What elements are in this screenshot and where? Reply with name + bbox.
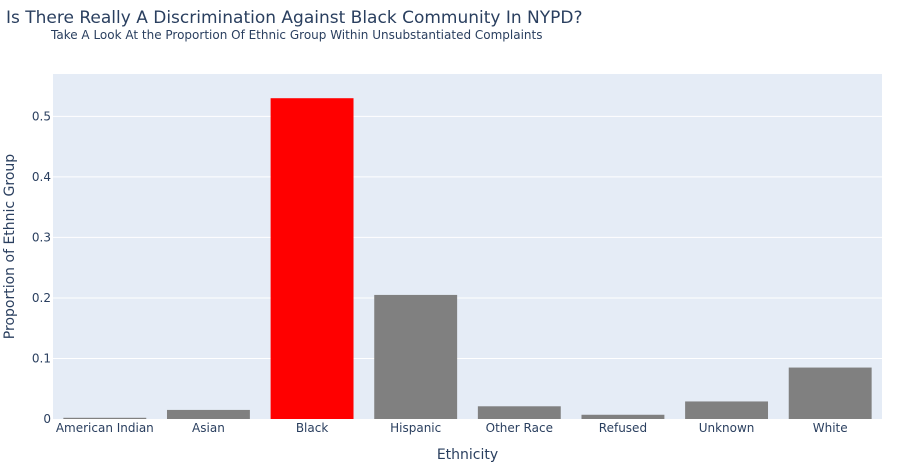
y-tick-label: 0.4 (32, 170, 51, 184)
bar-other-race[interactable] (477, 406, 561, 419)
x-tick-label: Hispanic (390, 421, 441, 435)
y-tick-label: 0 (43, 412, 51, 426)
x-axis-title: Ethnicity (437, 447, 498, 463)
x-tick-label: Refused (599, 421, 647, 435)
y-tick-label: 0.3 (32, 230, 51, 244)
gridlines (53, 115, 882, 359)
y-tick-label: 0.1 (32, 351, 51, 365)
y-tick-label: 0.2 (32, 291, 51, 305)
chart-title: Is There Really A Discrimination Against… (6, 8, 583, 28)
x-axis-ticks: American Indian Asian Black Hispanic Other R… (56, 421, 848, 435)
bar-black[interactable] (270, 98, 354, 420)
bar-white[interactable] (788, 367, 872, 419)
x-tick-label: American Indian (56, 421, 154, 435)
bar-asian[interactable] (166, 409, 250, 419)
x-tick-label: Other Race (486, 421, 553, 435)
bar-unknown[interactable] (685, 401, 769, 419)
bars (63, 98, 872, 420)
y-axis-title: Proportion of Ethnic Group (2, 154, 18, 339)
x-tick-label: Unknown (699, 421, 755, 435)
x-tick-label: Asian (192, 421, 225, 435)
bar-american-indian[interactable] (63, 417, 147, 419)
x-tick-label: White (813, 421, 848, 435)
y-axis-ticks: 0 0.1 0.2 0.3 0.4 0.5 (32, 109, 51, 426)
x-tick-label: Black (296, 421, 329, 435)
y-tick-label: 0.5 (32, 109, 51, 123)
chart-subtitle: Take A Look At the Proportion Of Ethnic … (51, 28, 543, 42)
plot-area (53, 74, 882, 419)
bar-refused[interactable] (581, 414, 665, 419)
bar-hispanic[interactable] (374, 294, 458, 419)
